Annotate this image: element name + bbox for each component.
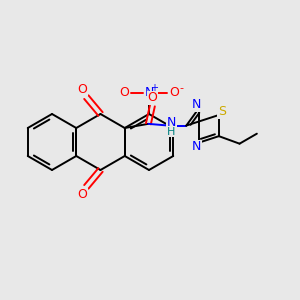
Text: -: - <box>179 83 183 93</box>
Text: O: O <box>147 91 157 104</box>
Text: H: H <box>167 127 176 136</box>
Text: N: N <box>167 116 176 129</box>
Text: O: O <box>119 86 129 100</box>
Text: O: O <box>169 86 179 100</box>
Text: N: N <box>192 98 201 111</box>
Text: O: O <box>77 82 87 96</box>
Text: +: + <box>150 83 158 93</box>
Text: N: N <box>192 140 201 153</box>
Text: S: S <box>218 106 226 118</box>
Text: O: O <box>77 188 87 201</box>
Text: N: N <box>144 86 154 100</box>
